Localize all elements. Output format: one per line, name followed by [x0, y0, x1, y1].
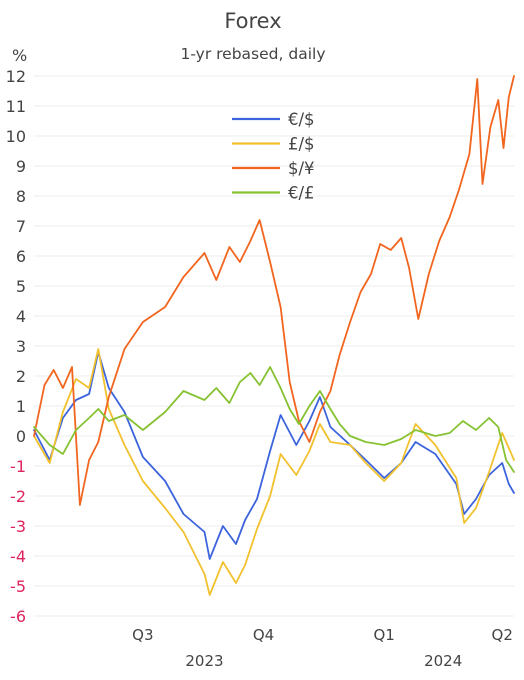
gridlines [34, 75, 514, 617]
y-tick-label: 3 [16, 337, 26, 356]
series-line-4 [33, 366, 515, 473]
x-year-label: 2023 [185, 652, 223, 670]
chart-subtitle: 1-yr rebased, daily [181, 45, 326, 63]
x-year-label: 2024 [424, 652, 462, 670]
x-axis: Q3 Q4 Q1 Q2 2023 2024 [132, 626, 513, 670]
series-lines [33, 75, 515, 596]
x-tick-label: Q1 [373, 626, 394, 644]
y-tick-label: 4 [16, 307, 26, 326]
y-tick-label: 1 [16, 397, 26, 416]
y-tick-label: 2 [16, 367, 26, 386]
y-tick-label: 8 [16, 187, 26, 206]
chart-title: Forex [224, 9, 281, 33]
legend-label: €/$ [288, 110, 315, 129]
legend: €/$ £/$ $/¥ €/£ [232, 110, 315, 203]
y-tick-label: 5 [16, 277, 26, 296]
y-tick-label: 7 [16, 217, 26, 236]
y-tick-label: 6 [16, 247, 26, 266]
x-tick-label: Q4 [253, 626, 274, 644]
y-tick-label: -3 [10, 517, 26, 536]
y-tick-label: -6 [10, 607, 26, 626]
y-tick-label: -4 [10, 547, 26, 566]
y-tick-label: -1 [10, 457, 26, 476]
series-line-3 [33, 75, 515, 506]
y-tick-label: -2 [10, 487, 26, 506]
series-line-2 [33, 348, 515, 596]
legend-label: £/$ [288, 135, 315, 154]
y-tick-label: -5 [10, 577, 26, 596]
y-axis-unit-label: % [12, 46, 27, 65]
legend-label: €/£ [288, 184, 315, 203]
y-tick-label: 11 [6, 97, 26, 116]
y-tick-label: 12 [6, 67, 26, 86]
y-tick-label: 10 [6, 127, 26, 146]
legend-label: $/¥ [288, 159, 315, 178]
x-tick-label: Q2 [492, 626, 513, 644]
y-tick-label: 0 [16, 427, 26, 446]
y-tick-label: 9 [16, 157, 26, 176]
x-tick-label: Q3 [132, 626, 153, 644]
